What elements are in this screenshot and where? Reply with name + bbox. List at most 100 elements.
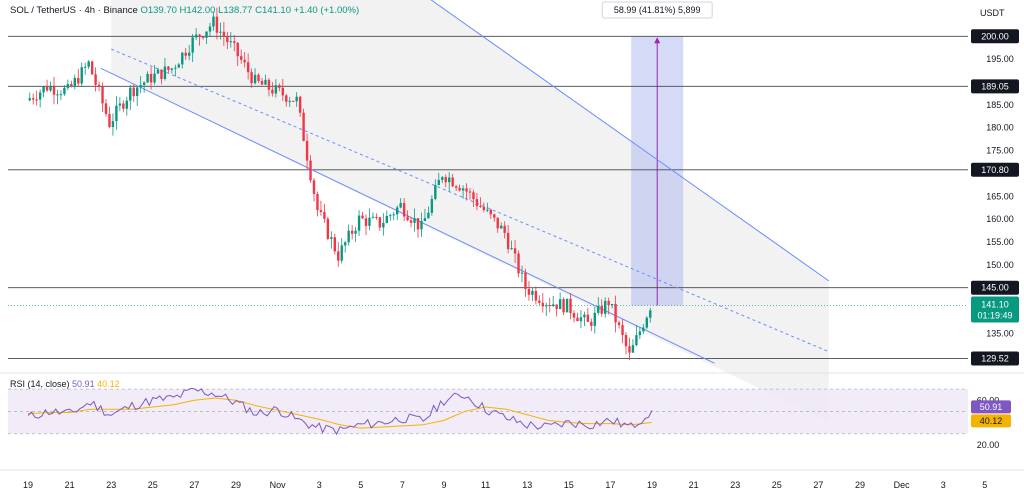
candle-body xyxy=(302,112,305,141)
x-tick-label: 19 xyxy=(647,480,657,490)
candle-body xyxy=(160,69,163,79)
candle-body xyxy=(396,207,399,215)
candle-body xyxy=(371,216,375,218)
candle-body xyxy=(146,73,149,83)
candle-body xyxy=(555,304,558,310)
candle-body xyxy=(312,180,316,194)
candle-body xyxy=(278,85,281,88)
currency-unit[interactable]: USDT xyxy=(980,8,1005,18)
channel-upper-line xyxy=(430,0,830,282)
measure-label: 58.99 (41.81%) 5,899 xyxy=(614,5,701,15)
candle-body xyxy=(344,242,347,246)
candle-body xyxy=(607,300,610,306)
candle-body xyxy=(267,79,271,90)
candle-body xyxy=(486,209,489,211)
candle-body xyxy=(597,306,600,313)
candle-body xyxy=(125,100,128,109)
candle-body xyxy=(246,62,250,73)
x-tick-label: 3 xyxy=(941,480,946,490)
candle-body xyxy=(444,177,447,183)
candle-body xyxy=(392,214,395,216)
symbol-label[interactable]: SOL / TetherUS · 4h · Binance xyxy=(10,5,138,16)
open-value: O139.70 xyxy=(140,5,177,16)
candle-body xyxy=(194,34,198,38)
candle-body xyxy=(45,86,49,91)
x-tick-label: 23 xyxy=(730,480,740,490)
candle-body xyxy=(437,179,440,186)
x-tick-label: 19 xyxy=(23,480,33,490)
candle-body xyxy=(569,298,572,314)
candle-body xyxy=(465,188,468,192)
rsi-legend-value: 50.91 xyxy=(72,379,95,389)
candle-body xyxy=(122,103,125,109)
candle-body xyxy=(468,191,472,193)
candle-body xyxy=(579,317,583,322)
candle-body xyxy=(548,305,551,307)
candle-body xyxy=(104,103,108,114)
y-tick-label: 155.00 xyxy=(986,237,1014,247)
candle-body xyxy=(617,322,621,326)
x-tick-label: 5 xyxy=(982,480,987,490)
candle-body xyxy=(635,335,638,346)
candle-body xyxy=(177,64,180,68)
candle-body xyxy=(364,218,368,226)
candle-body xyxy=(59,94,63,96)
rsi-legend: RSI (14, close) 50.91 40.12 xyxy=(10,379,120,389)
candle-body xyxy=(489,209,492,215)
candle-body xyxy=(375,216,378,218)
candle-body xyxy=(406,216,409,221)
level-price-tag xyxy=(971,29,1019,44)
level-price-tag xyxy=(971,162,1019,177)
candle-body xyxy=(188,52,191,56)
level-price-label: 145.00 xyxy=(981,283,1009,293)
rsi-ma-line xyxy=(27,397,653,429)
candle-body xyxy=(517,253,520,274)
candle-body xyxy=(330,237,333,239)
candle-body xyxy=(56,94,59,96)
candle-body xyxy=(545,305,548,307)
candle-body xyxy=(565,298,569,313)
candle-body xyxy=(35,99,38,101)
candle-body xyxy=(233,41,236,43)
y-tick-label: 175.00 xyxy=(986,146,1014,156)
candle-body xyxy=(215,16,219,33)
candle-body xyxy=(524,272,527,289)
rsi-value-label: 50.91 xyxy=(980,402,1003,412)
y-tick-label: 185.00 xyxy=(986,100,1014,110)
x-tick-label: 29 xyxy=(855,480,865,490)
candle-body xyxy=(201,36,205,38)
candle-body xyxy=(503,225,506,233)
candle-body xyxy=(541,302,544,307)
candle-body xyxy=(642,327,645,332)
x-tick-label: 25 xyxy=(148,480,158,490)
candle-body xyxy=(319,210,323,212)
y-tick-label: 180.00 xyxy=(986,123,1014,133)
x-tick-label: 5 xyxy=(358,480,363,490)
candle-body xyxy=(73,78,76,86)
high-value: H142.00 xyxy=(179,5,216,16)
candle-body xyxy=(323,211,326,219)
candle-body xyxy=(434,185,437,199)
candle-body xyxy=(340,245,343,261)
candle-body xyxy=(624,335,628,347)
current-price-label: 141.10 xyxy=(981,300,1009,310)
candle-body xyxy=(534,290,538,301)
candle-body xyxy=(212,16,215,27)
candle-body xyxy=(402,203,406,217)
candle-body xyxy=(316,193,319,211)
candle-body xyxy=(115,105,118,122)
candle-body xyxy=(205,31,208,38)
candle-body xyxy=(649,310,652,318)
y-tick-label: 135.00 xyxy=(986,328,1014,338)
x-tick-label: 27 xyxy=(189,480,199,490)
candle-body xyxy=(427,212,430,219)
candle-body xyxy=(461,188,465,191)
candle-body xyxy=(357,215,361,231)
rsi-title[interactable]: RSI (14, close) xyxy=(10,379,70,389)
candle-body xyxy=(295,96,298,102)
candle-body xyxy=(32,98,35,100)
candle-body xyxy=(479,205,482,207)
x-tick-label: 7 xyxy=(400,480,405,490)
